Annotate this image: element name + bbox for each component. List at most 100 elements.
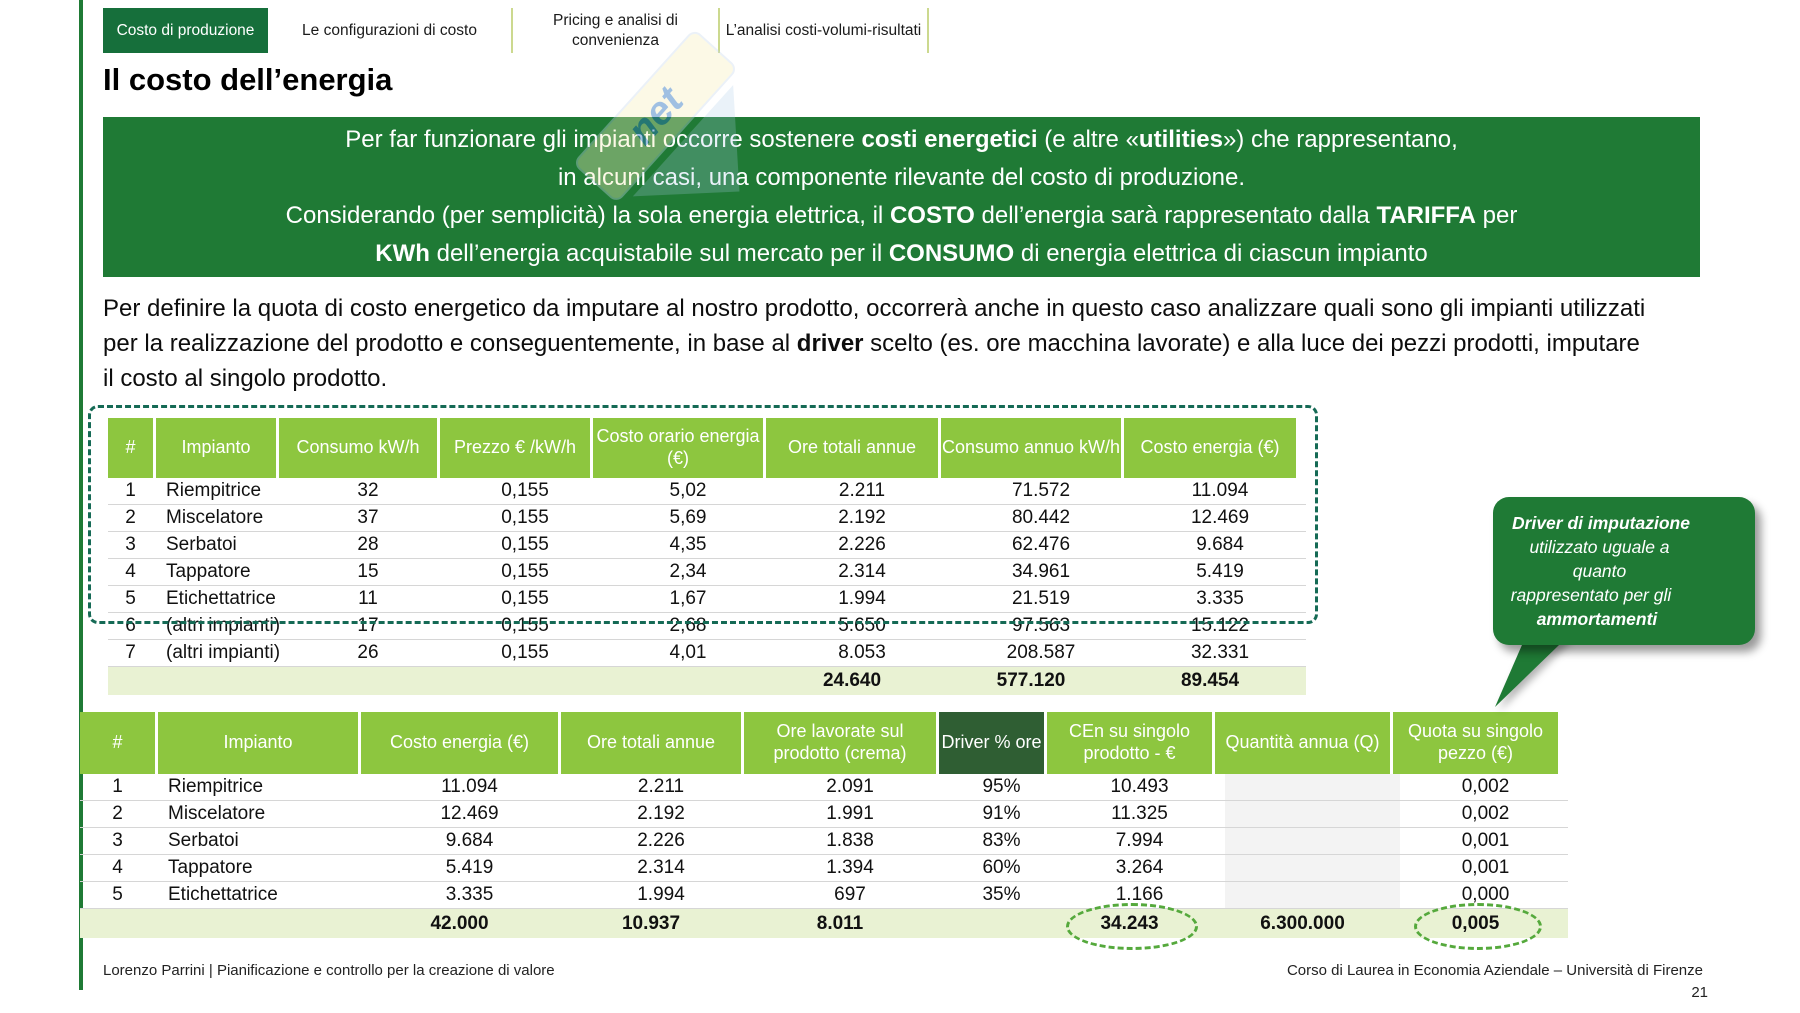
key-message-banner: Per far funzionare gli impianti occorre …: [103, 117, 1700, 277]
text-segment: ») che rappresentano,: [1222, 126, 1458, 153]
banner-line: Per far funzionare gli impianti occorre …: [103, 121, 1700, 159]
text-segment: dell’energia sarà rappresentato dalla: [974, 202, 1377, 229]
cell: 2: [112, 803, 123, 824]
cell: 3.335: [1196, 588, 1244, 609]
column-header: Prezzo € /kW/h: [440, 418, 590, 478]
cell: 12.469: [440, 803, 499, 824]
page-title: Il costo dell’energia: [103, 62, 393, 97]
column-header: Ore lavorate sul prodotto (crema): [744, 712, 936, 774]
cell: 0,001: [1461, 830, 1510, 851]
tab-analisi-costi-volumi-risultati[interactable]: L’analisi costi-volumi-risultati: [725, 21, 922, 39]
table-row: 3 Serbatoi 28 0,155 4,35 2.226 62.476 9.684: [108, 532, 1306, 559]
cell: 80.442: [1011, 507, 1071, 528]
cell: 42.000: [430, 912, 489, 934]
cell: 35%: [982, 884, 1021, 905]
cell: 2: [125, 507, 136, 528]
cell: [1225, 828, 1400, 854]
cell: 5.419: [445, 857, 494, 878]
cell: 1.994: [637, 884, 685, 905]
text-segment-bold: CONSUMO: [888, 240, 1015, 267]
tab-le-configurazioni-di-costo[interactable]: Le configurazioni di costo: [302, 21, 477, 39]
cell: 10.937: [621, 912, 681, 934]
page-number: 21: [1691, 984, 1708, 1001]
text-segment-bold: TARIFFA: [1376, 202, 1476, 229]
cell: 2.192: [838, 507, 886, 528]
cell: 37: [357, 507, 379, 528]
cell: 2.192: [637, 803, 685, 824]
cell: 0,005: [1451, 912, 1500, 934]
banner-line: in alcuni casi, una componente rilevante…: [103, 159, 1700, 197]
left-accent-bar: [79, 0, 83, 990]
table-row: 5 Etichettatrice 3.335 1.994 697 35% 1.166 0,00…: [80, 882, 1568, 909]
table-row: 6 (altri impianti) 17 0,155 2,68 5.650 97.563 1…: [108, 613, 1306, 640]
cell: 32: [357, 480, 379, 501]
cell: 2.091: [826, 776, 874, 797]
cell: 71.572: [1011, 480, 1071, 501]
footer-author: Lorenzo Parrini | Pianificazione e contr…: [103, 962, 555, 979]
cell: 4: [112, 857, 123, 878]
cell: 6: [125, 615, 136, 636]
cell: 3: [125, 534, 136, 555]
cell: 2,34: [669, 561, 707, 582]
column-header: Ore totali annue: [766, 418, 938, 478]
cell: 15: [357, 561, 379, 582]
cell: 62.476: [1011, 534, 1071, 555]
cell: 0,155: [501, 642, 549, 663]
cell: 1.166: [1115, 884, 1164, 905]
column-header: #: [80, 712, 155, 774]
text-segment-bold: COSTO: [889, 202, 975, 229]
column-header: Impianto: [156, 418, 276, 478]
cell: Serbatoi: [168, 830, 239, 851]
tab-separator: [927, 8, 929, 53]
cell: 1: [125, 480, 136, 501]
tab-pricing-e-analisi-di-convenienza[interactable]: Pricing e analisi di convenienza: [553, 12, 678, 49]
cell: (altri impianti): [166, 615, 281, 636]
cell: 0,002: [1461, 803, 1510, 824]
cell: [440, 667, 590, 695]
table-row: 4 Tappatore 15 0,155 2,34 2.314 34.961 5.419: [108, 559, 1306, 586]
cell: 5.650: [838, 615, 886, 636]
cell: 2,68: [669, 615, 707, 636]
cell: 8.053: [838, 642, 886, 663]
text-segment-bold: KWh: [375, 240, 430, 267]
tab-separator: [511, 8, 513, 53]
table-row: 7 (altri impianti) 26 0,155 4,01 8.053 208.587…: [108, 640, 1306, 667]
cell: 6.300.000: [1260, 912, 1345, 934]
totals-row: 42.000 10.937 8.011 34.243 6.300.000 0,005: [80, 909, 1568, 938]
cell: 5,02: [669, 480, 707, 501]
cell: 1.838: [826, 830, 874, 851]
text-segment: di energia elettrica di ciascun impianto: [1014, 240, 1428, 267]
cell: Miscelatore: [168, 803, 266, 824]
column-header: Costo energia (€): [1124, 418, 1296, 478]
cell: 1: [112, 776, 123, 797]
text-segment-bold: driver: [796, 330, 864, 357]
cell: [1225, 855, 1400, 881]
cell: 4,35: [669, 534, 707, 555]
cell: 97.563: [1011, 615, 1071, 636]
cell: 34.961: [1011, 561, 1071, 582]
cell: 95%: [982, 776, 1021, 797]
cell: 2.314: [637, 857, 685, 878]
cell: 24.640: [822, 670, 882, 691]
column-header-driver: Driver % ore: [939, 712, 1044, 774]
header-row: # Impianto Consumo kW/h Prezzo € /kW/h C…: [108, 418, 1306, 478]
banner-line: KWh dell’energia acquistabile sul mercat…: [103, 235, 1700, 273]
cell: 11.325: [1111, 803, 1168, 824]
cell: [1225, 774, 1400, 800]
cell: (altri impianti): [166, 642, 281, 663]
cell: Etichettatrice: [168, 884, 278, 905]
tab-costo-di-produzione[interactable]: Costo di produzione: [103, 8, 268, 53]
cell: 0,155: [501, 534, 549, 555]
cell: 11: [358, 588, 378, 609]
footer-course: Corso di Laurea in Economia Aziendale – …: [1286, 962, 1703, 979]
column-header: #: [108, 418, 153, 478]
cell: 7: [125, 642, 136, 663]
cell: 2.211: [637, 776, 685, 797]
cell: 5,69: [669, 507, 707, 528]
text-segment: per: [1475, 202, 1518, 229]
allocation-table: # Impianto Costo energia (€) Ore totali …: [80, 712, 1568, 938]
cell: [158, 909, 358, 938]
cell: 60%: [982, 857, 1021, 878]
cell: Tappatore: [166, 561, 251, 582]
cell: 11.094: [1191, 480, 1249, 501]
